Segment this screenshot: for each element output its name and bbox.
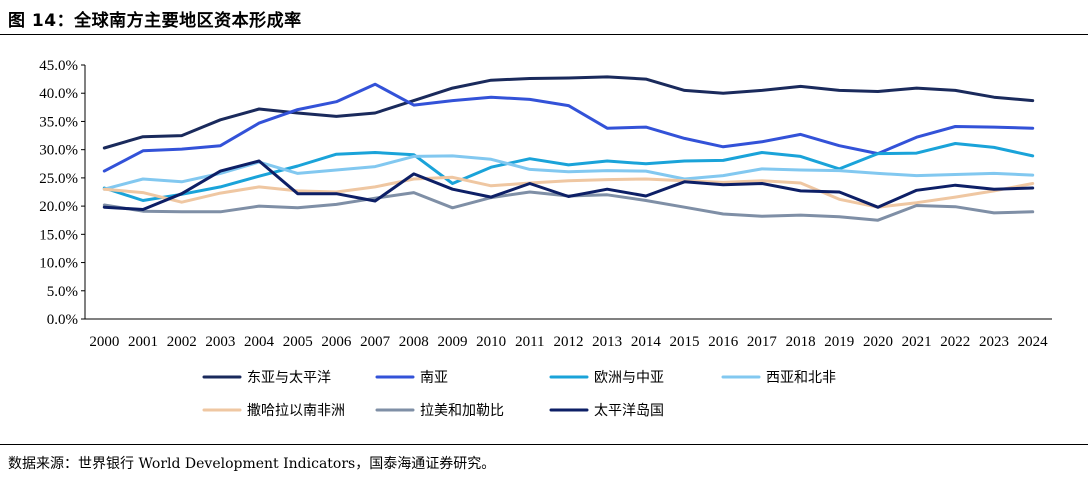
x-tick-label: 2015: [670, 334, 700, 350]
x-tick-label: 2005: [283, 334, 313, 350]
series-line-3: [102, 142, 1035, 202]
x-tick-label: 2017: [747, 334, 778, 350]
legend-label: 西亚和北非: [766, 370, 836, 386]
x-tick-label: 2008: [399, 334, 429, 350]
x-tick-label: 2006: [321, 334, 352, 350]
x-tick-label: 2013: [592, 334, 622, 350]
series-line-4: [102, 154, 1035, 191]
y-tick-label: 20.0%: [39, 199, 78, 215]
y-tick-label: 5.0%: [47, 284, 78, 300]
x-tick-label: 2002: [167, 334, 197, 350]
x-tick-label: 2000: [89, 334, 119, 350]
x-tick-label: 2021: [902, 334, 932, 350]
y-tick-label: 0.0%: [47, 312, 78, 328]
x-tick-label: 2019: [824, 334, 854, 350]
x-tick-label: 2001: [128, 334, 158, 350]
figure-title: 图 14：全球南方主要地区资本形成率: [8, 11, 302, 31]
y-tick-label: 35.0%: [39, 114, 78, 130]
series-lines: [102, 75, 1035, 222]
x-tick-label: 2022: [940, 334, 970, 350]
y-tick-label: 25.0%: [39, 171, 78, 187]
x-tick-label: 2012: [554, 334, 584, 350]
x-tick-label: 2003: [205, 334, 235, 350]
series-line-7: [102, 159, 1035, 211]
y-tick-label: 10.0%: [39, 256, 78, 272]
legend-label: 欧洲与中亚: [594, 370, 664, 386]
legend-label: 东亚与太平洋: [247, 370, 331, 386]
y-tick-label: 15.0%: [39, 227, 78, 243]
axes: 0.0% 5.0% 10.0% 15.0% 20.0% 25.0% 30.0% 35.0% 40…: [39, 58, 1052, 350]
x-tick-label: 2020: [863, 334, 893, 350]
x-tick-label: 2024: [1018, 334, 1049, 350]
y-tick-label: 40.0%: [39, 86, 78, 102]
series-line-1: [102, 75, 1035, 150]
legend-label: 撒哈拉以南非洲: [247, 403, 345, 419]
x-tick-label: 2004: [244, 334, 275, 350]
legend-label: 太平洋岛国: [594, 403, 664, 419]
y-tick-label: 30.0%: [39, 143, 78, 159]
line-chart: 0.0% 5.0% 10.0% 15.0% 20.0% 25.0% 30.0% 35.0% 40…: [39, 58, 1052, 419]
x-tick-label: 2011: [515, 334, 544, 350]
x-tick-label: 2007: [360, 334, 391, 350]
bottom-rule: [0, 444, 1088, 445]
source-note: 数据来源：世界银行 World Development Indicators，国…: [8, 456, 496, 472]
legend-label: 南亚: [420, 370, 448, 386]
x-tick-label: 2014: [631, 334, 662, 350]
series-line-2: [102, 82, 1035, 173]
x-tick-label: 2010: [476, 334, 506, 350]
legend-label: 拉美和加勒比: [420, 403, 504, 419]
x-tick-label: 2018: [786, 334, 816, 350]
x-tick-label: 2016: [708, 334, 739, 350]
x-tick-label: 2009: [437, 334, 467, 350]
x-tick-label: 2023: [979, 334, 1009, 350]
top-rule: [0, 34, 1088, 35]
y-tick-label: 45.0%: [39, 58, 78, 74]
